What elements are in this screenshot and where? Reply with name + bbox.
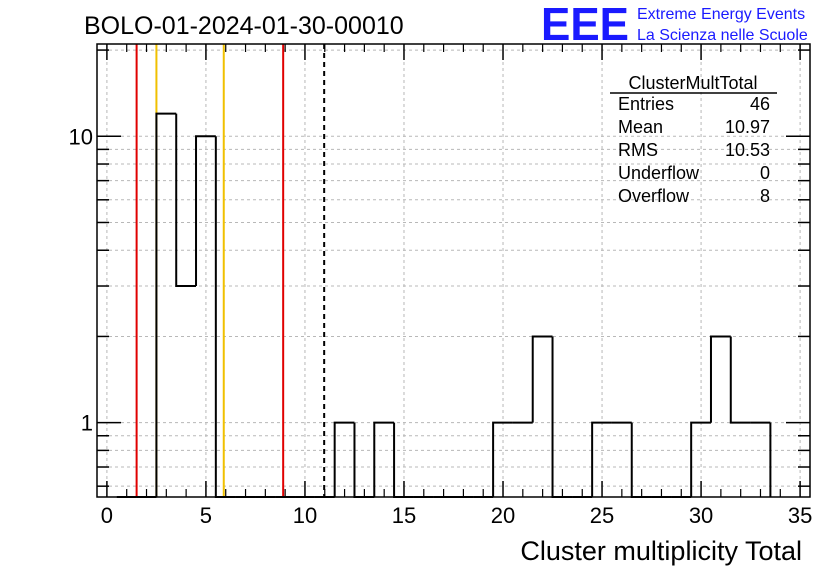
x-tick-label: 35 <box>788 503 812 528</box>
histogram-bin <box>373 421 395 497</box>
histogram-bin <box>591 421 612 497</box>
histogram-bin <box>155 112 177 497</box>
x-axis-label: Cluster multiplicity Total <box>520 536 802 566</box>
histogram-bin <box>175 113 197 288</box>
x-tick-label: 5 <box>200 503 212 528</box>
histogram-bin <box>214 136 236 498</box>
x-tick-label: 10 <box>293 503 317 528</box>
stats-label: Underflow <box>618 163 700 183</box>
stats-label: RMS <box>618 140 658 160</box>
tick-labels: 0 5 10 15 20 25 30 35 1 10 <box>69 124 813 528</box>
stats-label: Overflow <box>618 186 690 206</box>
histogram-bin <box>630 422 652 498</box>
chart-title: BOLO-01-2024-01-30-00010 <box>84 12 404 40</box>
histogram-bin <box>333 421 355 497</box>
stats-label: Mean <box>618 117 663 137</box>
x-tick-label: 30 <box>689 503 713 528</box>
histogram-bin <box>690 421 711 497</box>
histogram-bin <box>195 135 216 287</box>
histogram-bin <box>729 336 751 424</box>
logo-line-2: La Scienza nelle Scuole <box>637 27 808 44</box>
y-tick-label: 1 <box>81 411 93 436</box>
eee-logo: EEE <box>541 0 629 50</box>
reference-lines <box>135 44 326 497</box>
logo-line-1: Extreme Energy Events <box>637 6 805 23</box>
stats-value: 0 <box>760 163 770 183</box>
axis-ticks <box>97 44 810 497</box>
stats-value: 10.97 <box>725 117 770 137</box>
stats-value: 8 <box>760 186 770 206</box>
stats-title: ClusterMultTotal <box>628 73 757 93</box>
x-tick-label: 20 <box>491 503 515 528</box>
stats-value: 46 <box>750 94 770 114</box>
stats-box: ClusterMultTotal Entries 46 Mean 10.97 RMS 10… <box>610 73 777 206</box>
plot-frame <box>96 43 811 498</box>
x-tick-label: 25 <box>590 503 614 528</box>
x-tick-label: 0 <box>101 503 113 528</box>
histogram-bin <box>531 335 553 423</box>
grid-lines <box>97 44 810 497</box>
stats-value: 10.53 <box>725 140 770 160</box>
histogram-bin <box>492 421 513 497</box>
histogram-bin <box>551 336 573 498</box>
stats-label: Entries <box>618 94 674 114</box>
y-tick-label: 10 <box>69 124 93 149</box>
histogram-bin <box>709 335 731 423</box>
x-tick-label: 15 <box>392 503 416 528</box>
stats-rows: Entries 46 Mean 10.97 RMS 10.53 Underflow 0 Over… <box>618 94 770 206</box>
